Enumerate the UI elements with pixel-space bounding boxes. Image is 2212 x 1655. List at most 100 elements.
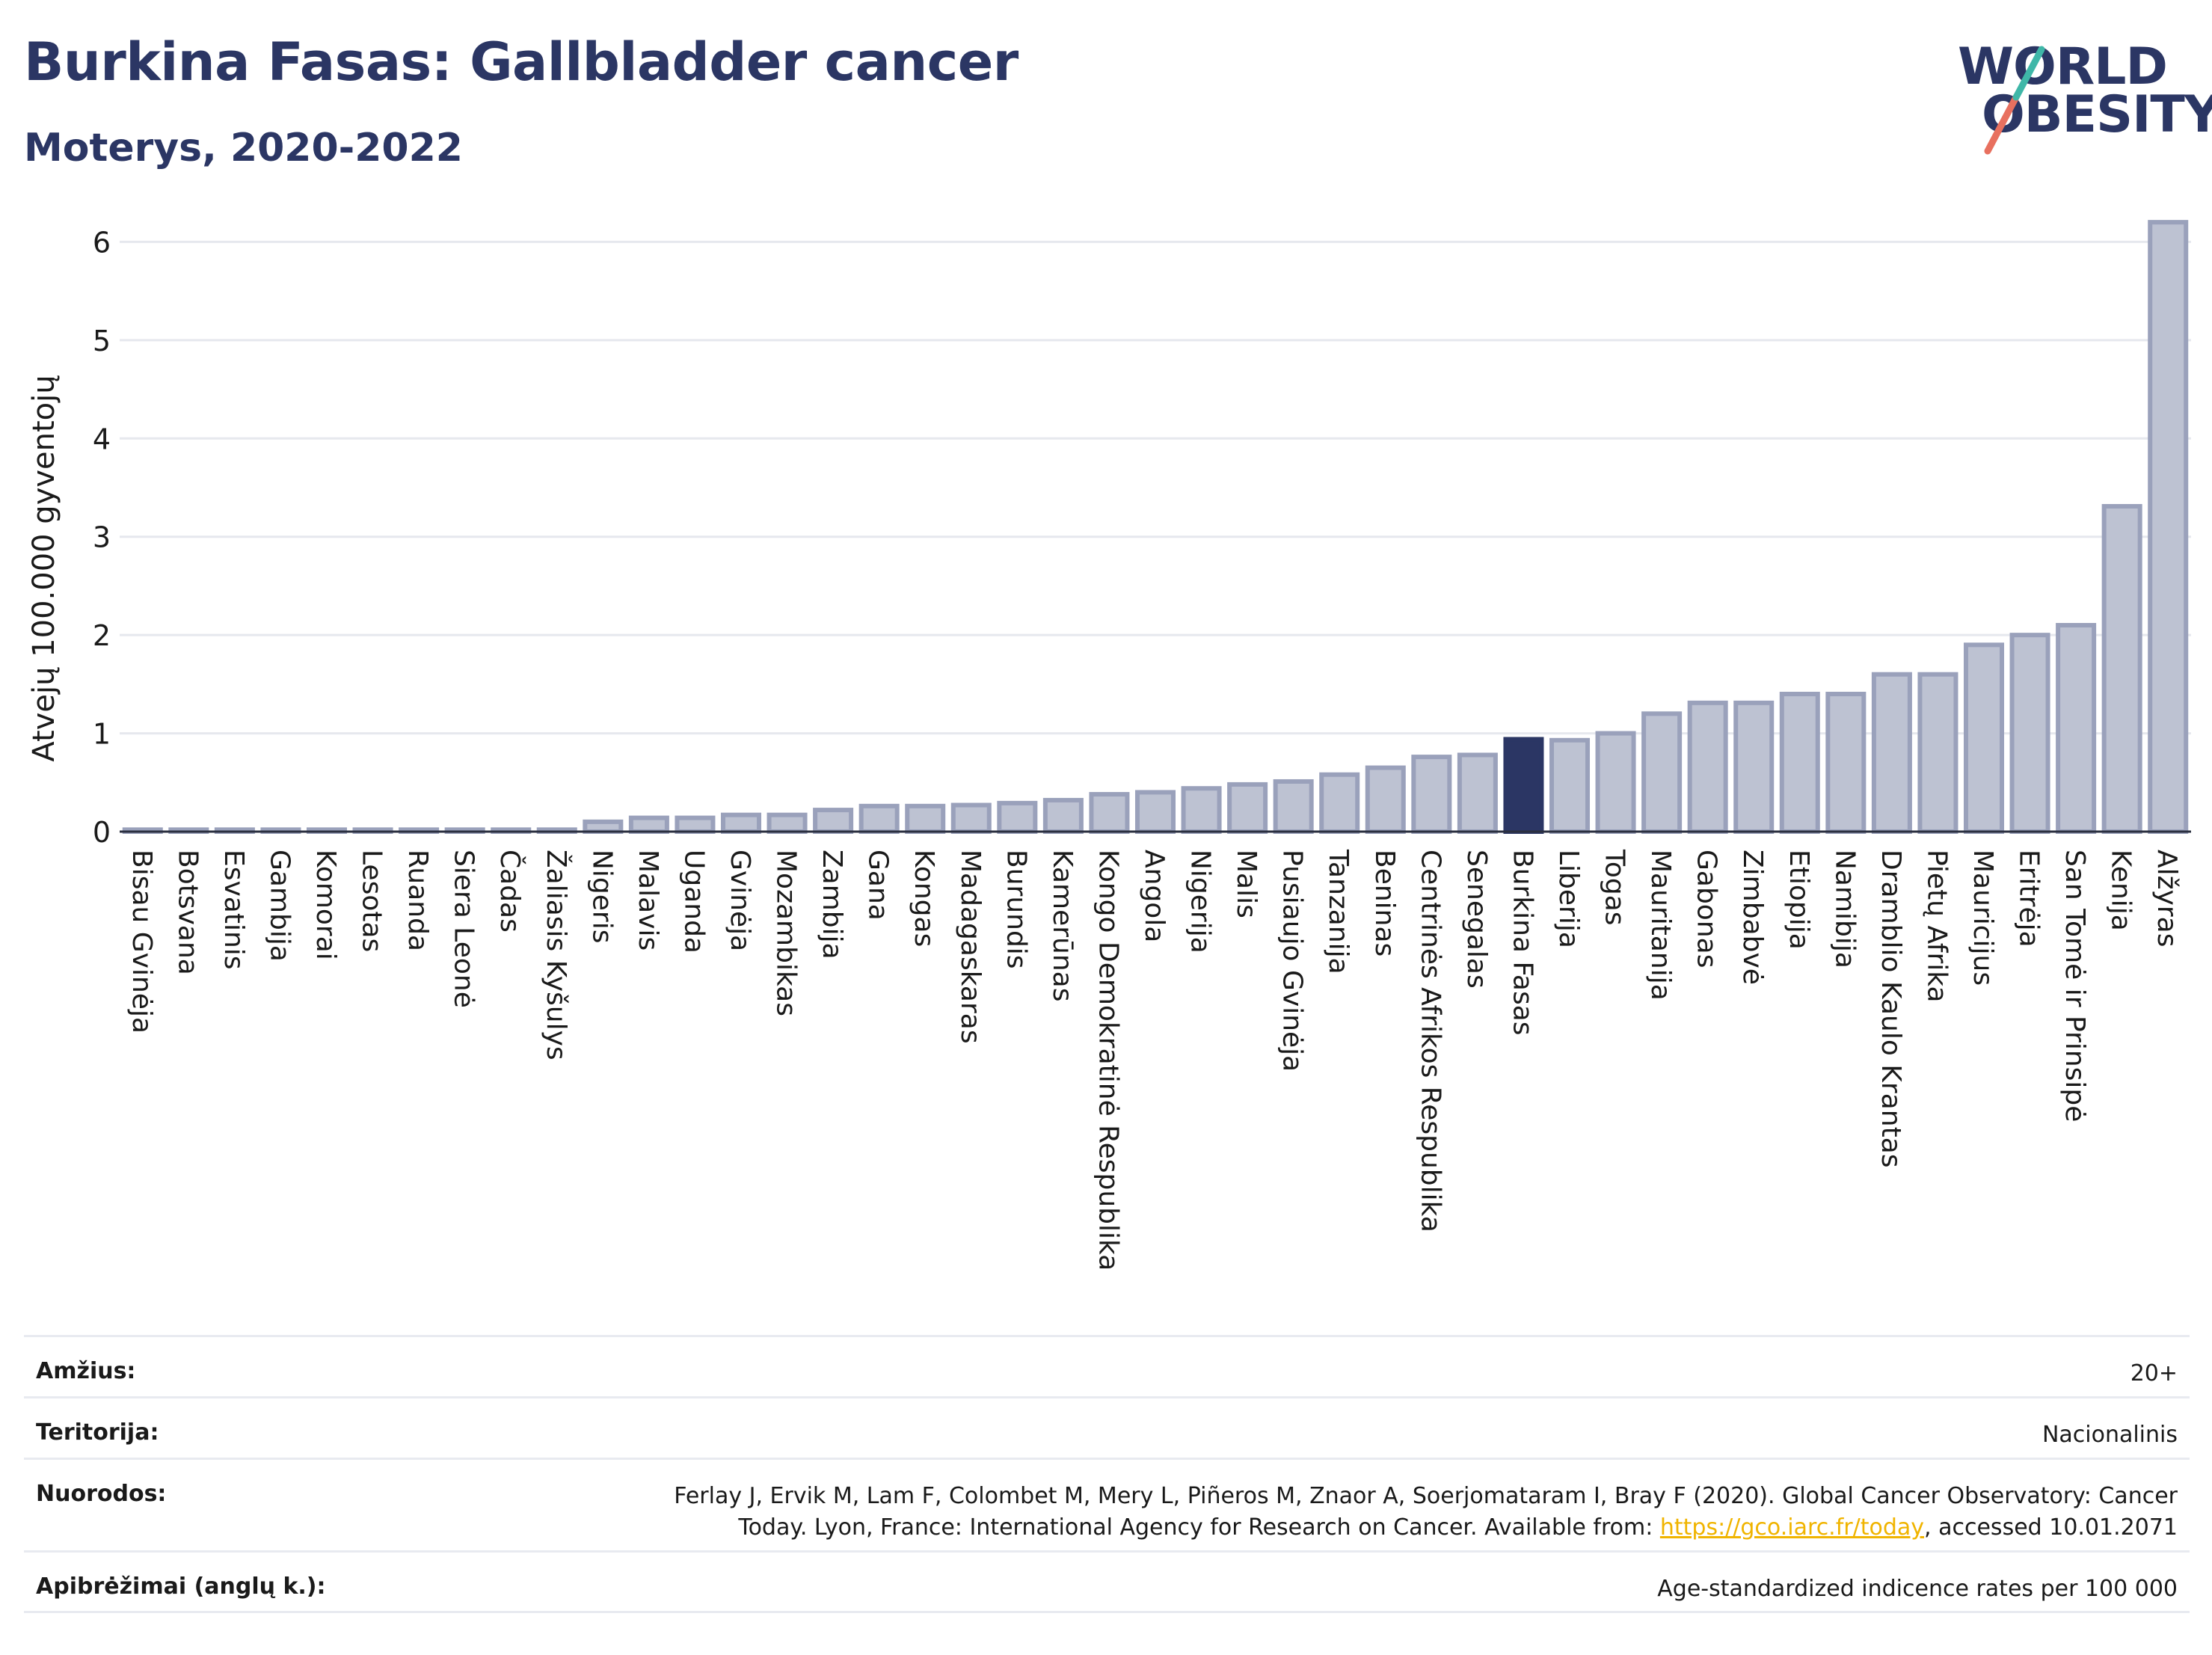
references-line-1: Ferlay J, Ervik M, Lam F, Colombet M, Me… [674, 1483, 2178, 1509]
bar-gvinėja [720, 812, 762, 834]
bar-pietų-afrika [1917, 672, 1958, 835]
x-tick-label: Gabonas [1692, 850, 1722, 968]
x-tick-label: Uganda [678, 850, 709, 954]
bar-etiopija [1779, 692, 1820, 834]
x-tick-label: Gambija [264, 850, 295, 962]
chart-subtitle: Moterys, 2020-2022 [24, 126, 463, 171]
bar-mauritanija [1641, 711, 1683, 834]
x-tick-label: Kongo Demokratinė Respublika [1093, 850, 1123, 1271]
bar-pusiaujo-gvinėja [1273, 779, 1314, 835]
x-tick-label: Burkina Fasas [1507, 850, 1537, 1036]
bar-togas [1595, 731, 1636, 834]
references-accessed: , accessed 10.01.2071 [1924, 1514, 2178, 1541]
references-text: Today. Lyon, France: International Agenc… [738, 1514, 1660, 1541]
x-tick-label: Lesotas [357, 850, 387, 952]
bar-madagaskaras [950, 802, 992, 834]
x-tick-label: Kenija [2106, 850, 2136, 931]
x-tick-label: Nigerija [1185, 850, 1216, 954]
x-tick-label: Čadas [494, 850, 526, 933]
references-link[interactable]: https://gco.iarc.fr/today [1659, 1514, 1925, 1541]
y-tick-label: 0 [93, 816, 111, 849]
x-tick-label: Etiopija [1784, 850, 1814, 950]
y-tick-label: 6 [93, 226, 111, 259]
x-tick-label: Zimbabvė [1737, 850, 1768, 985]
x-tick-label: Zambija [817, 850, 847, 959]
logo-line-2: OBESITY [1982, 85, 2212, 144]
x-tick-label: Eritrėja [2014, 850, 2044, 948]
world-obesity-logo: WORLD OBESITY [1944, 22, 2212, 157]
bar-mozambikas [766, 812, 808, 834]
metadata-table: Amžius: 20+ Teritorija: Nacionalinis Nuo… [24, 1335, 2190, 1613]
bar-malavis [628, 815, 669, 834]
x-tick-label: Kamerūnas [1047, 850, 1078, 1002]
x-tick-label: Senegalas [1461, 850, 1492, 989]
x-tick-label: Esvatinis [218, 850, 249, 970]
x-tick-label: Kongas [909, 850, 939, 947]
bar-burkina-fasas [1503, 737, 1544, 835]
x-tick-label: Liberija [1553, 850, 1584, 948]
x-tick-label: Gvinėja [725, 850, 755, 951]
y-tick-label: 5 [93, 325, 111, 357]
references-value: Ferlay J, Ervik M, Lam F, Colombet M, Me… [674, 1481, 2178, 1544]
x-tick-label: Namibija [1829, 850, 1860, 968]
bar-kongas [905, 803, 946, 835]
bar-zimbabvė [1733, 700, 1775, 834]
bar-dramblio-kaulo-krantas [1871, 672, 1912, 835]
y-tick-label: 3 [93, 521, 111, 554]
axes: 0 1 2 3 4 5 6 Bisau Gvinėja Botsvana Esvatinis Gam… [93, 226, 2191, 1271]
x-tick-label: Mozambikas [771, 850, 802, 1016]
x-tick-label: Burundis [1001, 850, 1031, 969]
x-tick-label: Angola [1139, 850, 1170, 942]
x-tick-label: Malis [1231, 850, 1262, 918]
x-tick-label: Pusiaujo Gvinėja [1277, 850, 1308, 1072]
chart-title: Burkina Fasas: Gallbladder cancer [24, 31, 1019, 93]
x-tick-label: Madagaskaras [955, 850, 986, 1044]
territory-value: Nacionalinis [2042, 1422, 2178, 1448]
bar-mauricijus [1963, 642, 2005, 834]
bar-senegalas [1457, 752, 1498, 834]
age-value: 20+ [2130, 1360, 2178, 1387]
definitions-value: Age-standardized indicence rates per 100… [1657, 1576, 2178, 1602]
age-label: Amžius: [36, 1358, 136, 1384]
x-tick-label: Pietų Afrika [1921, 850, 1952, 1003]
meta-row-age: Amžius: 20+ [24, 1335, 2190, 1396]
y-tick-label: 4 [93, 423, 111, 455]
bar-zambija [813, 808, 854, 834]
x-tick-label: Komorai [310, 850, 341, 960]
x-tick-label: Tanzanija [1323, 849, 1354, 974]
x-tick-label: Alžyras [2151, 850, 2182, 947]
bar-liberija [1549, 737, 1591, 834]
x-tick-label: Nigeris [586, 850, 617, 944]
x-tick-label: San Tomė ir Prinsipė [2059, 850, 2090, 1122]
bar-chart: 0 1 2 3 4 5 6 Bisau Gvinėja Botsvana Esvatinis Gam… [27, 220, 2191, 1271]
bar-eritrėja [2009, 633, 2050, 835]
bar-san-tomė-ir-prinsipė [2056, 623, 2097, 834]
logo-line-1: WORLD [1958, 37, 2168, 96]
bar-uganda [675, 815, 716, 834]
x-tick-label: Dramblio Kaulo Krantas [1875, 850, 1906, 1168]
references-label: Nuorodos: [36, 1481, 167, 1507]
territory-label: Teritorija: [36, 1419, 159, 1446]
gridlines [120, 240, 2191, 735]
definitions-label: Apibrėžimai (anglų k.): [36, 1573, 326, 1600]
x-tick-label: Malavis [633, 850, 663, 951]
x-tick-label: Mauritanija [1645, 850, 1676, 1001]
meta-row-definitions: Apibrėžimai (anglų k.): Age-standardized… [24, 1550, 2190, 1613]
bar-burundis [997, 800, 1038, 835]
bar-gabonas [1687, 700, 1728, 834]
y-tick-label: 2 [93, 619, 111, 652]
meta-row-references: Nuorodos: Ferlay J, Ervik M, Lam F, Colo… [24, 1458, 2190, 1550]
bars [122, 220, 2189, 835]
x-tick-label: Ruanda [402, 850, 433, 951]
bar-nigerija [1181, 786, 1222, 834]
bar-tanzanija [1319, 772, 1360, 835]
x-tick-label: Centrinės Afrikos Respublika [1415, 850, 1446, 1232]
logo-slash-icon [1984, 46, 2045, 155]
bar-malis [1227, 782, 1268, 835]
x-tick-label: Gana [863, 850, 894, 921]
bar-nigeris [583, 819, 624, 835]
x-tick-label: Togas [1600, 849, 1630, 926]
bar-centrinės-afrikos-respublika [1411, 755, 1452, 834]
x-tick-label: Žaliasis Kyšulys [541, 850, 572, 1060]
x-tick-label: Siera Leonė [449, 850, 479, 1008]
